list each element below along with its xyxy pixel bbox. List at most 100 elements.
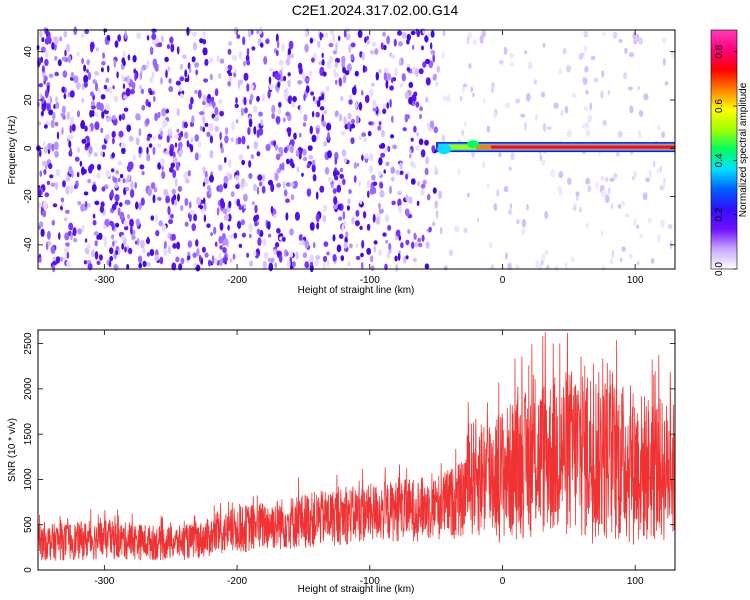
- spectrogram-cell: [94, 111, 99, 118]
- spectrogram-cell: [463, 83, 467, 88]
- spectrogram-cell: [633, 218, 637, 227]
- spectrogram-cell: [89, 41, 95, 50]
- spectrogram-cell: [412, 44, 415, 50]
- spectrogram-cell: [442, 30, 446, 37]
- spectrogram-cell: [254, 221, 258, 227]
- spectrogram-cell: [285, 212, 289, 221]
- spectrogram-cell: [87, 178, 92, 184]
- spectrogram-cell: [421, 234, 425, 242]
- spectrogram-cell: [292, 181, 298, 189]
- spectrogram-cell: [66, 251, 70, 259]
- spectrogram-cell: [430, 50, 436, 55]
- spectrogram-cell: [292, 96, 297, 103]
- spectrogram-cell: [189, 209, 195, 216]
- spectrogram-cell: [76, 51, 80, 57]
- spectrogram-cell: [168, 245, 171, 255]
- spectrogram-cell: [139, 84, 142, 90]
- spectrogram-cell: [199, 111, 205, 116]
- spectrogram-cell: [173, 199, 178, 207]
- spectrogram-cell: [293, 132, 297, 140]
- spectrogram-cell: [381, 129, 385, 138]
- spectrogram-cell: [202, 116, 206, 124]
- spectrogram-cell: [158, 220, 163, 227]
- spectrogram-cell: [520, 113, 526, 118]
- spectrogram-cell: [130, 225, 133, 235]
- colorbar-gradient: [711, 30, 737, 269]
- spectrogram-cell: [135, 218, 141, 226]
- spectrogram-cell: [617, 204, 622, 209]
- spectrogram-cell: [318, 96, 323, 101]
- spectrogram-cell: [61, 56, 66, 62]
- spectrogram-cell: [333, 188, 337, 193]
- spectrogram-cell: [382, 232, 387, 237]
- spectrogram-cell: [202, 31, 207, 37]
- spectrogram-cell: [379, 182, 384, 189]
- spectrogram-cell: [168, 128, 173, 134]
- spectrogram-cell: [527, 61, 533, 70]
- spectrogram-cell: [156, 143, 162, 148]
- spectrogram-cell: [214, 106, 219, 116]
- spectrogram-cell: [262, 238, 267, 247]
- spectrogram-cell: [399, 170, 404, 176]
- spectrogram-cell: [642, 192, 648, 201]
- spectrogram-cell: [193, 262, 197, 268]
- spectrogram-cell: [142, 248, 146, 254]
- carrier-line: [436, 140, 675, 155]
- spectrogram-cell: [379, 189, 385, 198]
- spectrogram-cell: [257, 237, 262, 247]
- spectrogram-cell: [184, 198, 189, 206]
- spectrogram-cell: [126, 263, 130, 270]
- spectrogram-cell: [165, 150, 170, 155]
- spectrogram-cell: [290, 145, 294, 154]
- spectrogram-cell: [196, 196, 202, 206]
- spectrogram-y-tick-label: -40: [23, 237, 34, 252]
- spectrogram-cell: [326, 122, 332, 131]
- spectrogram-cell: [508, 209, 512, 216]
- spectrogram-cell: [493, 203, 498, 211]
- spectrogram-cell: [353, 162, 358, 169]
- spectrogram-cell: [141, 64, 147, 71]
- spectrogram-cell: [472, 92, 475, 98]
- spectrogram-cell: [358, 101, 363, 111]
- spectrogram-cell: [355, 115, 360, 124]
- spectrogram-cell: [323, 204, 327, 213]
- spectrogram-cell: [430, 30, 435, 38]
- spectrogram-cell: [83, 64, 87, 72]
- spectrogram-cell: [189, 67, 192, 74]
- spectrogram-cell: [424, 35, 429, 43]
- spectrogram-cell: [175, 256, 180, 263]
- spectrogram-cell: [180, 257, 185, 265]
- snr-x-tick-label: 0: [500, 576, 506, 587]
- spectrogram-cell: [73, 238, 78, 243]
- spectrogram-cell: [319, 185, 325, 193]
- spectrogram-cell: [151, 71, 155, 80]
- spectrogram-cell: [372, 213, 376, 223]
- spectrogram-y-tick-label: 0: [23, 145, 34, 151]
- spectrogram-cell: [419, 114, 422, 119]
- spectrogram-cell: [155, 230, 160, 237]
- spectrogram-cell: [175, 161, 180, 171]
- spectrogram-cell: [163, 188, 169, 197]
- spectrogram-cell: [249, 93, 254, 101]
- spectrogram-cell: [524, 50, 528, 55]
- spectrogram-cell: [432, 54, 436, 63]
- spectrogram-cell: [86, 69, 89, 74]
- spectrogram-cell: [93, 152, 98, 157]
- spectrogram-cell: [486, 125, 491, 133]
- spectrogram-cell: [247, 28, 252, 38]
- spectrogram-cell: [161, 224, 167, 232]
- spectrogram-cell: [333, 196, 338, 205]
- spectrogram-cell: [79, 160, 83, 167]
- spectrogram-cell: [416, 131, 419, 137]
- spectrogram-cell: [209, 149, 214, 159]
- spectrogram-cell: [191, 223, 196, 232]
- spectrogram-cell: [113, 264, 119, 271]
- spectrogram-cell: [62, 115, 66, 120]
- spectrogram-cell: [198, 153, 202, 159]
- spectrogram-cell: [418, 242, 423, 248]
- spectrogram-cell: [224, 127, 229, 135]
- colorbar-tick-label: 0.0: [714, 262, 725, 276]
- spectrogram-cell: [228, 40, 233, 47]
- spectrogram-cell: [234, 68, 237, 74]
- spectrogram-cell: [152, 146, 156, 155]
